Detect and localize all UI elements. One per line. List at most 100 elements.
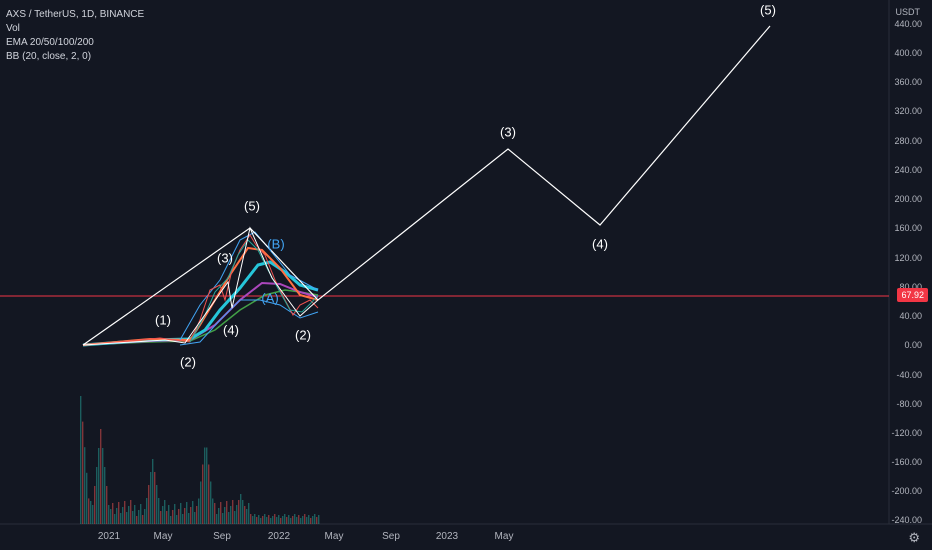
price-label: 40.00 [899, 311, 922, 321]
indicator-vol[interactable]: Vol [6, 23, 20, 34]
volume-bar [256, 517, 258, 524]
volume-bar [160, 511, 162, 524]
time-label: Sep [213, 531, 231, 542]
volume-bar [280, 518, 282, 524]
volume-bar [304, 514, 306, 524]
volume-bar [166, 511, 168, 524]
price-label: 240.00 [894, 165, 922, 175]
volume-bar [300, 518, 302, 524]
volume-bar [94, 486, 96, 524]
volume-bar [132, 511, 134, 524]
volume-bar [174, 504, 176, 524]
volume-bar [186, 502, 188, 524]
volume-bar [144, 509, 146, 524]
volume-bar [258, 515, 260, 524]
volume-bar [98, 448, 100, 524]
bb-upper [179, 231, 319, 341]
volume-bar [302, 516, 304, 524]
volume-bar [168, 505, 170, 524]
time-label: May [324, 531, 344, 542]
volume-bar [244, 506, 246, 524]
volume-bar [172, 510, 174, 524]
indicator-ema[interactable]: EMA 20/50/100/200 [6, 37, 94, 48]
volume-bar [230, 506, 232, 524]
volume-bar [298, 515, 300, 524]
volume-bar [314, 514, 316, 524]
volume-bar [80, 396, 82, 524]
volume-bar [194, 512, 196, 524]
projection-label-5: (5) [760, 2, 776, 18]
volume-bar [112, 503, 114, 524]
projection-label-3: (3) [500, 124, 516, 140]
indicator-bb[interactable]: BB (20, close, 2, 0) [6, 51, 92, 62]
volume-bar [226, 501, 228, 524]
volume-bar [110, 509, 112, 524]
volume-bar [220, 502, 222, 524]
time-label: May [153, 531, 173, 542]
volume-bar [252, 516, 254, 524]
volume-bar [248, 503, 250, 524]
price-label: 200.00 [894, 194, 922, 204]
volume-bar [108, 505, 110, 524]
volume-bar [234, 511, 236, 524]
volume-bar [178, 509, 180, 524]
volume-bar [318, 515, 320, 524]
volume-bar [130, 500, 132, 524]
volume-bar [296, 517, 298, 524]
volume-bar [208, 464, 210, 524]
wave-label-b: (B) [267, 236, 285, 252]
volume-bar [224, 507, 226, 524]
volume-bar [138, 510, 140, 524]
volume-bar [312, 516, 314, 524]
volume-bar [90, 501, 92, 524]
volume-bar [106, 486, 108, 524]
volume-bar [264, 514, 266, 524]
volume-bar [200, 481, 202, 524]
volume-bar [124, 501, 126, 524]
volume-bar [104, 467, 106, 524]
volume-bar [180, 503, 182, 524]
volume-bar [260, 518, 262, 524]
volume-bar [238, 500, 240, 524]
wave-label-3: (3) [217, 250, 233, 266]
volume-bar [86, 472, 88, 524]
price-label: 400.00 [894, 48, 922, 58]
price-label: -160.00 [891, 457, 922, 467]
volume-bar [84, 447, 86, 524]
volume-bar [216, 514, 218, 524]
volume-bar [92, 505, 94, 524]
volume-bar [228, 512, 230, 524]
price-label: 160.00 [894, 223, 922, 233]
volume-bar [204, 447, 206, 524]
gear-icon[interactable]: ⚙ [908, 530, 920, 545]
volume-bar [120, 513, 122, 524]
volume-bar [274, 514, 276, 524]
volume-bar [282, 516, 284, 524]
volume-bar [146, 498, 148, 524]
volume-bar [154, 472, 156, 524]
time-label: 2022 [267, 531, 291, 542]
volume-bars [80, 396, 320, 524]
price-axis-unit: USDT [895, 7, 921, 17]
volume-bar [278, 515, 280, 524]
volume-bar [82, 421, 84, 524]
volume-bar [316, 517, 318, 524]
volume-bar [276, 517, 278, 524]
volume-bar [190, 507, 192, 524]
volume-bar [182, 514, 184, 524]
volume-bar [88, 498, 90, 524]
price-label: 0.00 [904, 340, 922, 350]
volume-bar [262, 516, 264, 524]
volume-bar [222, 513, 224, 524]
price-label: 360.00 [894, 77, 922, 87]
symbol-title[interactable]: AXS / TetherUS, 1D, BINANCE [6, 9, 145, 20]
volume-bar [134, 505, 136, 524]
volume-bar [290, 518, 292, 524]
time-label: 2023 [435, 531, 459, 542]
volume-bar [240, 494, 242, 524]
volume-bar [212, 498, 214, 524]
volume-bar [292, 516, 294, 524]
volume-bar [128, 506, 130, 524]
